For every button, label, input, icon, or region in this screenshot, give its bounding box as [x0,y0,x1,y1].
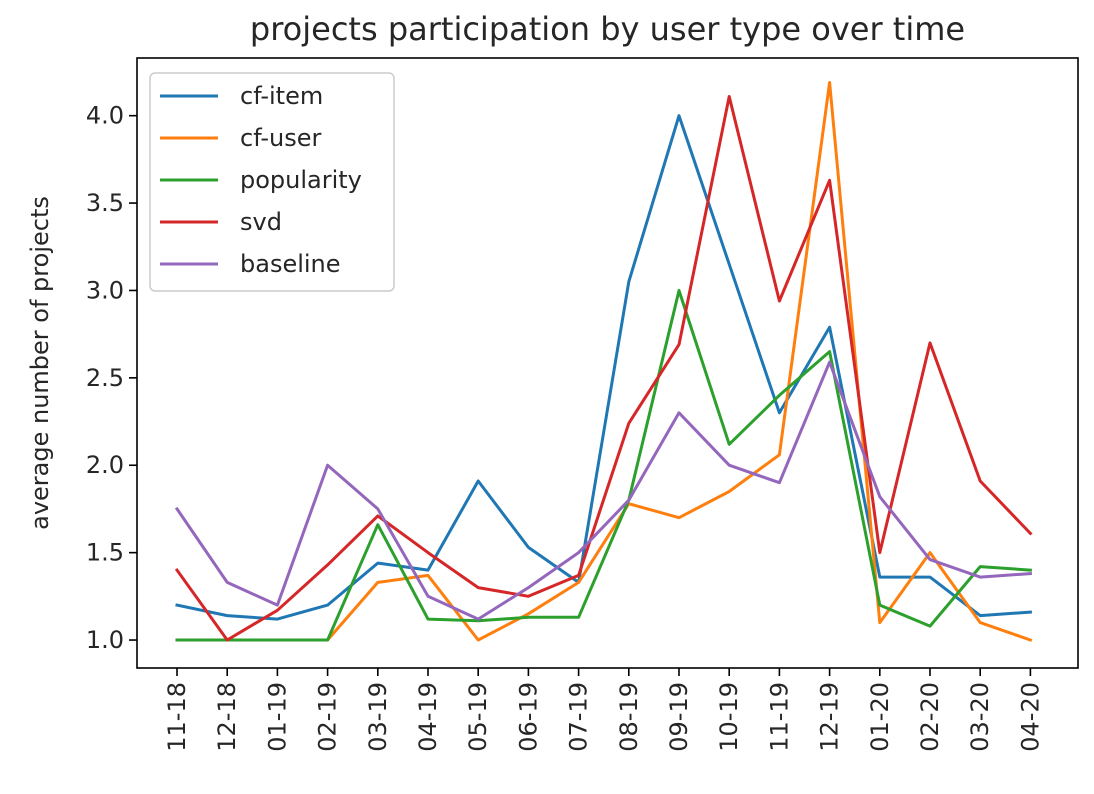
plot-frame [136,57,1079,669]
y-tick-label: 3.5 [86,189,124,217]
series-line-cf-item [175,114,1033,621]
y-tick-label: 1.5 [86,539,124,567]
x-axis: 11-18 12-18 01-19 02-19 03-19 04-19 05-19 06-19… [163,668,1044,752]
legend-label-baseline: baseline [240,250,341,278]
y-tick-label: 2.5 [86,364,124,392]
x-tick-label: 04-20 [1016,682,1044,752]
x-tick-label: 01-20 [866,682,894,752]
x-tick-label: 06-19 [514,682,542,752]
x-tick-label: 04-19 [414,682,442,752]
legend-label-cf-item: cf-item [240,82,323,110]
legend-label-popularity: popularity [240,166,362,194]
series-line-baseline [174,360,1033,621]
x-tick-label: 05-19 [464,682,492,752]
series-line-popularity [175,289,1033,642]
x-tick-label: 12-18 [213,682,241,752]
x-tick-label: 11-18 [163,682,191,752]
x-tick-label: 09-19 [665,682,693,752]
y-axis: 1.0 1.5 2.0 2.5 3.0 3.5 4.0 [86,102,137,654]
x-tick-label: 12-19 [816,682,844,752]
legend: cf-item cf-user popularity svd baseline [149,72,395,292]
y-tick-label: 1.0 [86,626,124,654]
y-axis-label: average number of projects [26,196,54,530]
plot-lines [174,81,1033,642]
x-tick-label: 03-20 [966,682,994,752]
legend-label-svd: svd [240,208,282,236]
legend-label-cf-user: cf-user [240,124,321,152]
x-tick-label: 10-19 [715,682,743,752]
y-tick-label: 4.0 [86,102,124,130]
x-tick-label: 01-19 [263,682,291,752]
y-tick-label: 3.0 [86,276,124,304]
x-tick-label: 11-19 [765,682,793,752]
x-tick-label: 08-19 [615,682,643,752]
x-tick-label: 07-19 [565,682,593,752]
legend-box [149,72,395,292]
chart-title: projects participation by user type over… [250,10,965,48]
series-line-svd [174,95,1033,642]
y-tick-label: 2.0 [86,451,124,479]
x-tick-label: 02-19 [314,682,342,752]
x-tick-label: 02-20 [916,682,944,752]
x-tick-label: 03-19 [364,682,392,752]
